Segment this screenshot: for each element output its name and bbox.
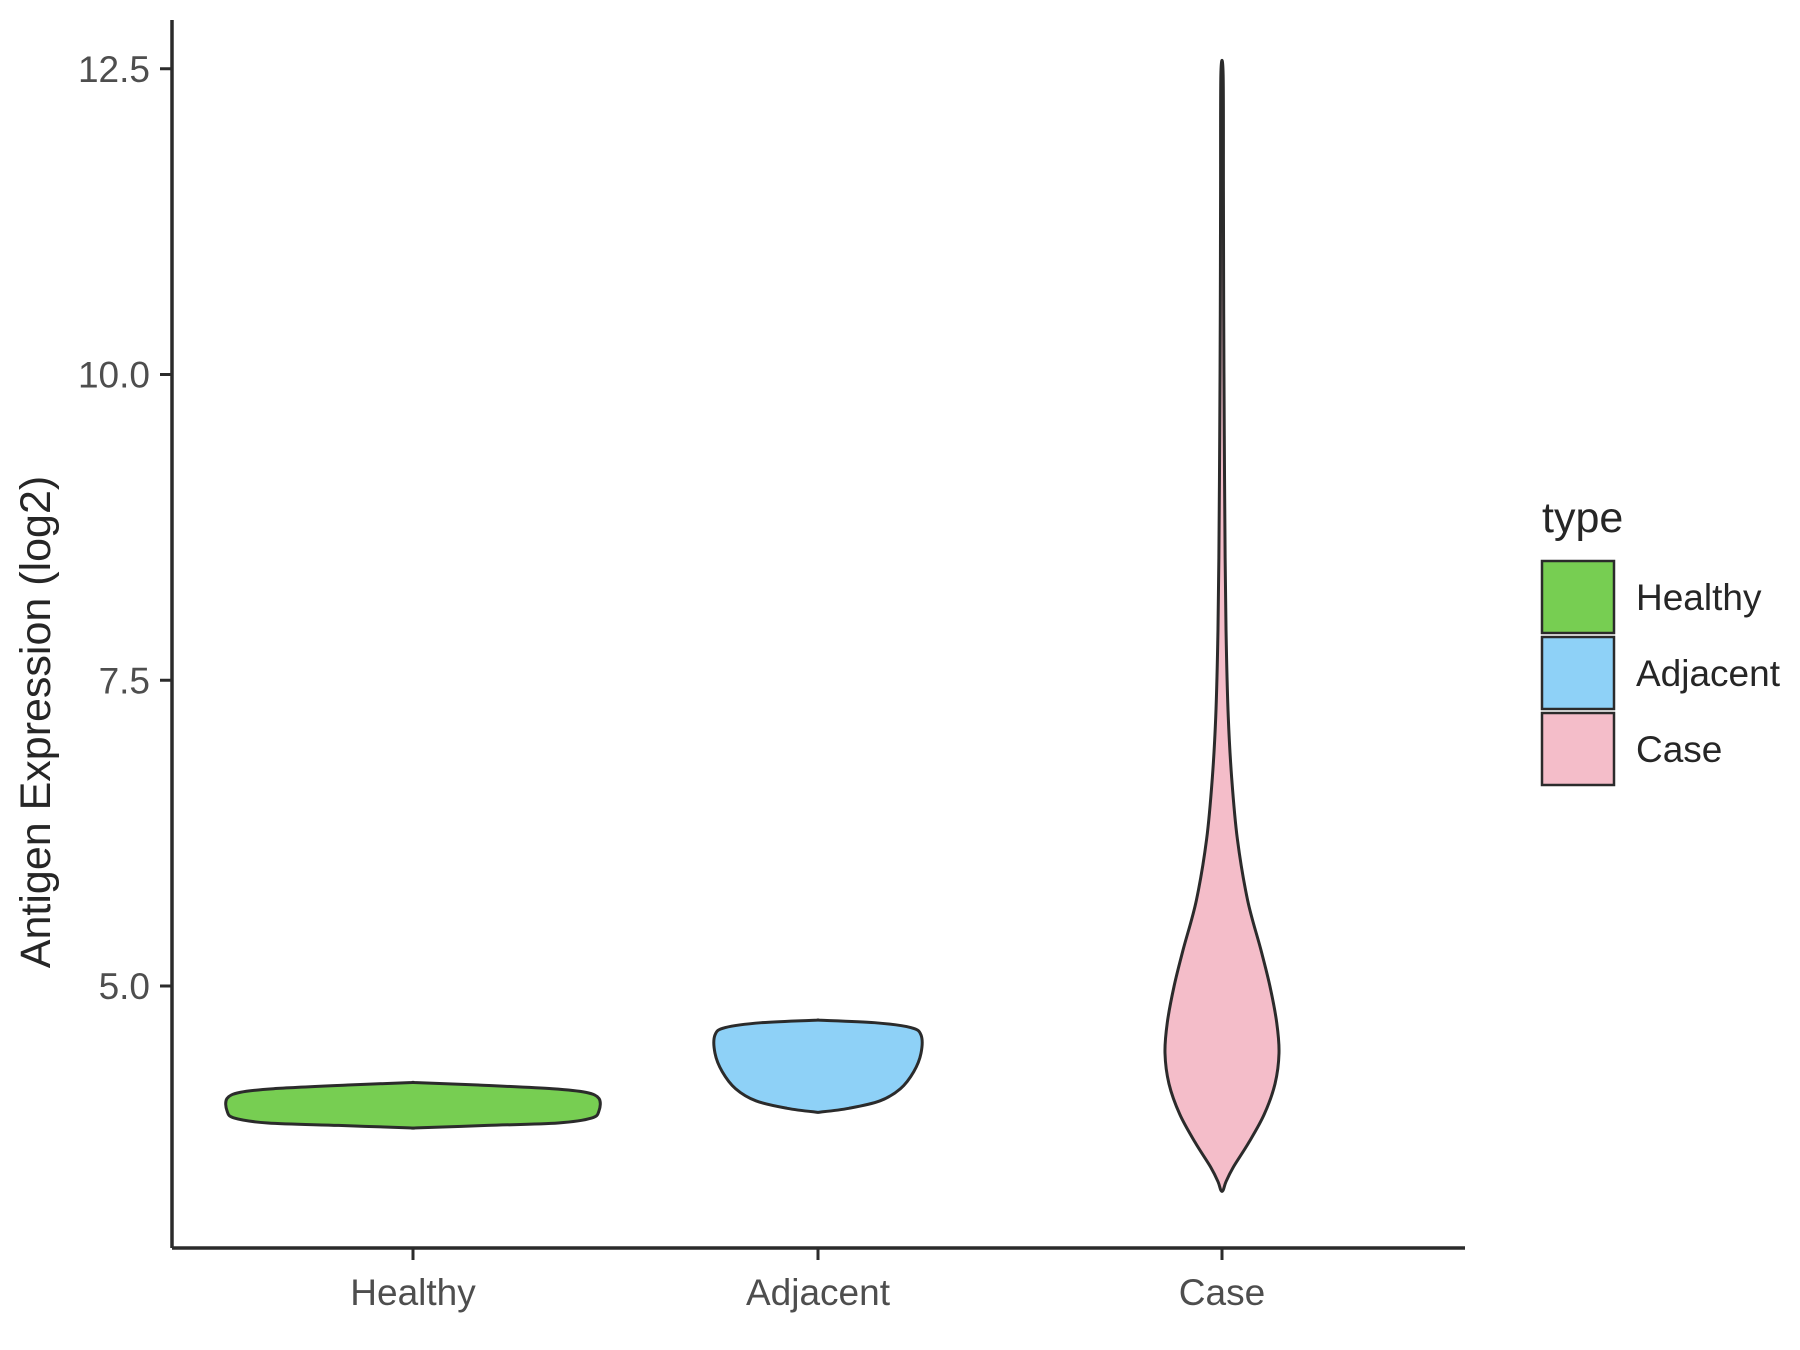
y-axis-ticks: 5.0 7.5 10.0 12.5 bbox=[78, 49, 172, 1007]
legend-label-adjacent: Adjacent bbox=[1636, 653, 1781, 694]
y-tick-label: 12.5 bbox=[78, 49, 150, 90]
x-category-label-adjacent: Adjacent bbox=[746, 1272, 891, 1313]
x-category-label-case: Case bbox=[1179, 1272, 1265, 1313]
x-category-label-healthy: Healthy bbox=[350, 1272, 476, 1313]
y-tick-label: 10.0 bbox=[78, 355, 150, 396]
y-tick-label: 5.0 bbox=[99, 966, 150, 1007]
legend: type Healthy Adjacent Case bbox=[1540, 494, 1781, 787]
legend-key-adjacent bbox=[1540, 635, 1616, 711]
legend-title: type bbox=[1542, 494, 1623, 542]
legend-key-healthy bbox=[1540, 559, 1616, 635]
violin-case bbox=[1163, 58, 1281, 1193]
legend-key-case bbox=[1540, 711, 1616, 787]
y-axis-title: Antigen Expression (log2) bbox=[12, 476, 60, 968]
y-tick-label: 7.5 bbox=[99, 660, 150, 701]
legend-label-healthy: Healthy bbox=[1636, 577, 1762, 618]
x-axis-ticks: Healthy Adjacent Case bbox=[350, 1248, 1265, 1313]
legend-keys: Healthy Adjacent Case bbox=[1540, 559, 1781, 787]
violin-shapes bbox=[224, 58, 1281, 1193]
legend-label-case: Case bbox=[1636, 729, 1722, 770]
violin-healthy bbox=[224, 1080, 602, 1130]
violin-adjacent bbox=[712, 1018, 924, 1114]
